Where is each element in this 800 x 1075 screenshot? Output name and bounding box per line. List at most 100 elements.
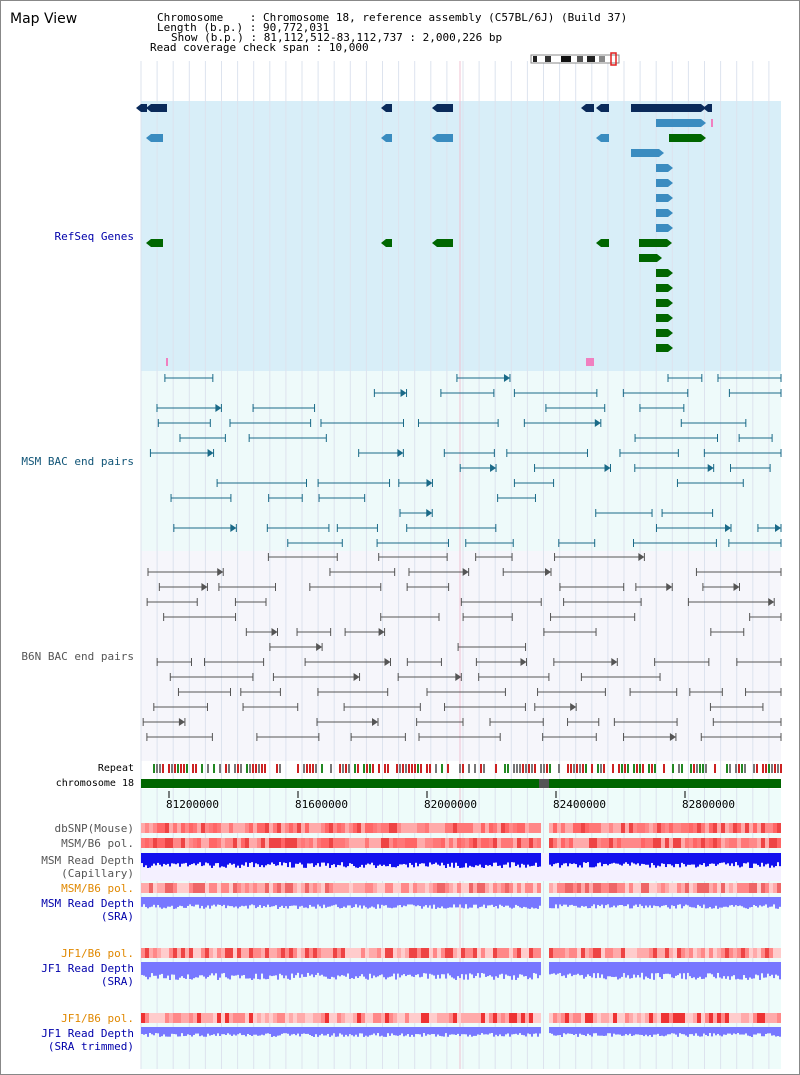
jf1-depth-sra-bar	[287, 962, 289, 979]
msm-b6-pol-cell	[365, 838, 369, 848]
msm-b6-pol-2-cell	[317, 883, 321, 893]
jf1-b6-pol-cell	[201, 948, 205, 958]
dbsnp-cell	[157, 823, 161, 833]
jf1-b6-pol-2-cell	[497, 1013, 501, 1023]
jf1-depth-trim-bar	[715, 1027, 717, 1036]
jf1-b6-pol-2-cell	[333, 1013, 337, 1023]
dbsnp-cell	[409, 823, 413, 833]
track-label-msm-depth-sra[interactable]: MSM Read Depth (SRA)	[41, 897, 134, 923]
msm-depth-sra-bar	[233, 897, 235, 908]
jf1-depth-trim-bar	[687, 1027, 689, 1037]
msm-b6-pol-2-cell	[161, 883, 165, 893]
track-label-jf1-depth-sra[interactable]: JF1 Read Depth (SRA)	[41, 962, 134, 988]
jf1-depth-sra-bar	[771, 962, 773, 975]
dbsnp-cell	[205, 823, 209, 833]
jf1-depth-sra-bar	[749, 962, 751, 978]
jf1-depth-sra-bar	[185, 962, 187, 979]
msm-b6-pol-2-cell	[401, 883, 405, 893]
msm-b6-pol-2-cell	[285, 883, 289, 893]
jf1-b6-pol-cell	[317, 948, 321, 958]
msm-b6-pol-2-cell	[277, 883, 281, 893]
jf1-depth-sra-bar	[141, 962, 143, 975]
msm-depth-sra-bar	[379, 897, 381, 909]
msm-b6-pol-cell	[753, 838, 757, 848]
jf1-b6-pol-2-cell	[593, 1013, 597, 1023]
jf1-b6-pol-2-cell	[673, 1013, 677, 1023]
msm-depth-cap-bar	[281, 853, 283, 866]
repeat-element	[384, 764, 386, 773]
msm-depth-cap-bar	[231, 853, 233, 865]
msm-depth-sra-bar	[153, 897, 155, 905]
msm-depth-cap-bar	[733, 853, 735, 867]
track-label-jf1-depth-trim[interactable]: JF1 Read Depth (SRA trimmed)	[41, 1027, 134, 1053]
msm-depth-cap-bar	[641, 853, 643, 864]
msm-b6-pol-cell	[661, 838, 665, 848]
map-view-title: Map View	[10, 11, 78, 27]
jf1-depth-sra-bar	[583, 962, 585, 979]
jf1-depth-trim-bar	[727, 1027, 729, 1034]
msm-depth-cap-bar	[445, 853, 447, 868]
msm-depth-cap-bar	[363, 853, 365, 868]
jf1-b6-pol-cell	[273, 948, 277, 958]
jf1-b6-pol-2-cell	[501, 1013, 505, 1023]
jf1-depth-trim-bar	[613, 1027, 615, 1034]
jf1-depth-sra-bar	[355, 962, 357, 977]
jf1-depth-sra-bar	[313, 962, 315, 978]
jf1-b6-pol-cell	[345, 948, 349, 958]
msm-depth-sra-bar	[567, 897, 569, 907]
msm-b6-pol-cell	[409, 838, 413, 848]
msm-b6-pol-2-cell	[669, 883, 673, 893]
jf1-depth-trim-bar	[455, 1027, 457, 1035]
gene-block	[437, 239, 453, 247]
jf1-b6-pol-cell	[185, 948, 189, 958]
track-label-msm-depth-sra-line1: MSM Read Depth	[41, 897, 134, 910]
msm-depth-cap-bar	[569, 853, 571, 864]
msm-depth-cap-bar	[251, 853, 253, 863]
msm-depth-sra-bar	[227, 897, 229, 906]
track-label-msm-bac[interactable]: MSM BAC end pairs	[21, 455, 134, 468]
jf1-b6-pol-cell	[385, 948, 389, 958]
dbsnp-cell	[377, 823, 381, 833]
msm-depth-cap-bar	[637, 853, 639, 864]
dbsnp-cell	[769, 823, 773, 833]
dbsnp-cell	[705, 823, 709, 833]
jf1-depth-trim-bar	[325, 1027, 327, 1036]
jf1-depth-trim-bar	[499, 1027, 501, 1035]
jf1-depth-sra-bar	[531, 962, 533, 980]
repeat-element	[219, 764, 221, 773]
jf1-depth-trim-bar	[281, 1027, 283, 1034]
track-label-b6n-bac[interactable]: B6N BAC end pairs	[21, 650, 134, 663]
b6n-bac-arrow	[201, 583, 208, 591]
jf1-depth-sra-bar	[703, 962, 705, 979]
msm-depth-sra-bar	[771, 897, 773, 907]
jf1-depth-trim-bar	[229, 1027, 231, 1035]
repeat-element	[762, 764, 764, 773]
jf1-b6-pol-2-cell	[341, 1013, 345, 1023]
jf1-b6-pol-2-cell	[737, 1013, 741, 1023]
dbsnp-cell	[661, 823, 665, 833]
jf1-depth-trim-bar	[585, 1027, 587, 1037]
jf1-b6-pol-2-cell	[589, 1013, 593, 1023]
msm-b6-pol-2-cell	[749, 883, 753, 893]
msm-depth-sra-bar	[221, 897, 223, 907]
msm-depth-sra-bar	[235, 897, 237, 907]
repeat-element	[774, 764, 776, 773]
msm-b6-pol-2-cell	[653, 883, 657, 893]
track-label-refseq[interactable]: RefSeq Genes	[54, 230, 134, 243]
msm-depth-sra-bar	[443, 897, 445, 909]
jf1-b6-pol-2-cell	[753, 1013, 757, 1023]
jf1-b6-pol-cell	[221, 948, 225, 958]
msm-depth-cap-bar	[769, 853, 771, 868]
dbsnp-cell	[489, 823, 493, 833]
msm-depth-sra-bar	[675, 897, 677, 909]
jf1-depth-sra-bar	[217, 962, 219, 980]
msm-b6-pol-cell	[745, 838, 749, 848]
repeat-element	[534, 764, 536, 773]
jf1-b6-pol-2-cell	[169, 1013, 173, 1023]
repeat-element	[744, 764, 746, 773]
jf1-b6-pol-cell	[265, 948, 269, 958]
msm-depth-sra-bar	[489, 897, 491, 906]
msm-b6-pol-2-cell	[553, 883, 557, 893]
jf1-depth-sra-bar	[225, 962, 227, 978]
msm-b6-pol-2-cell	[605, 883, 609, 893]
